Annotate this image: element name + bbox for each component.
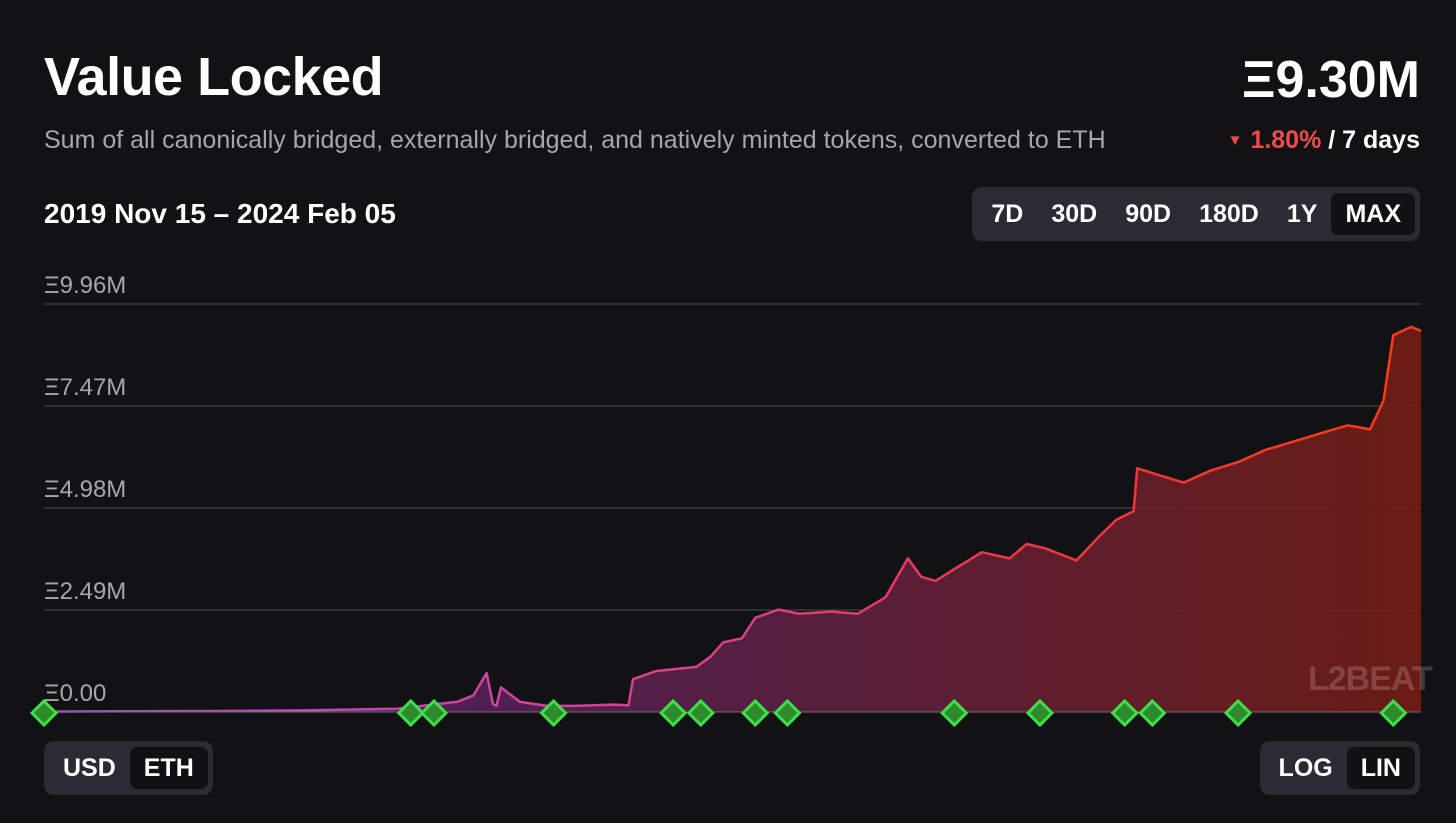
milestone-marker[interactable] [773, 698, 802, 728]
y-tick-label: Ξ7.47M [44, 374, 127, 401]
value-line [43, 325, 1422, 713]
total-value: Ξ9.30M [1242, 51, 1420, 109]
timeframe-90d-button[interactable]: 90D [1125, 200, 1172, 228]
timeframe-7d-button[interactable]: 7D [991, 200, 1024, 228]
timeframe-30d-button[interactable]: 30D [1051, 200, 1098, 228]
change-period: / 7 days [1328, 126, 1420, 154]
down-triangle-icon: ▼ [1227, 132, 1243, 149]
milestone-marker[interactable] [741, 698, 770, 728]
milestone-marker[interactable] [1025, 698, 1055, 728]
currency-eth-button[interactable]: ETH [129, 747, 208, 789]
change-indicator: ▼ 1.80% / 7 days [1228, 126, 1420, 155]
milestone-marker[interactable] [659, 698, 688, 728]
date-range: 2019 Nov 15 – 2024 Feb 05 [44, 198, 396, 229]
y-tick-label: Ξ4.98M [44, 476, 127, 503]
scale-log-button[interactable]: LOG [1278, 754, 1333, 782]
milestone-marker[interactable] [1223, 698, 1253, 728]
l2beat-watermark: L2BEAT [1308, 660, 1433, 698]
y-tick-label: Ξ2.49M [44, 578, 127, 605]
milestone-marker[interactable] [686, 698, 715, 728]
timeframe-180d-button[interactable]: 180D [1199, 200, 1259, 228]
milestone-marker[interactable] [419, 698, 449, 728]
page-subtitle: Sum of all canonically bridged, external… [44, 126, 1106, 154]
milestone-marker[interactable] [1110, 698, 1139, 728]
milestone-markers [29, 698, 1408, 728]
milestone-marker[interactable] [29, 698, 59, 728]
value-area [44, 326, 1421, 712]
milestone-marker[interactable] [940, 698, 969, 728]
page-title: Value Locked [44, 47, 384, 107]
scale-lin-button[interactable]: LIN [1346, 747, 1415, 789]
currency-selector: USD ETH [44, 741, 213, 795]
timeframe-1y-button[interactable]: 1Y [1286, 200, 1318, 228]
change-percent: 1.80% [1250, 126, 1322, 154]
currency-usd-button[interactable]: USD [63, 754, 116, 782]
y-tick-label: Ξ9.96M [44, 272, 127, 299]
milestone-marker[interactable] [396, 698, 425, 728]
timeframe-max-button[interactable]: MAX [1331, 193, 1415, 235]
milestone-marker[interactable] [1138, 698, 1167, 728]
timeframe-selector: 7D 30D 90D 180D 1Y MAX [972, 187, 1420, 241]
scale-selector: LOG LIN [1259, 741, 1420, 795]
y-tick-label: Ξ0.00 [44, 680, 107, 707]
milestone-marker[interactable] [539, 698, 568, 728]
milestone-marker[interactable] [1379, 698, 1408, 728]
